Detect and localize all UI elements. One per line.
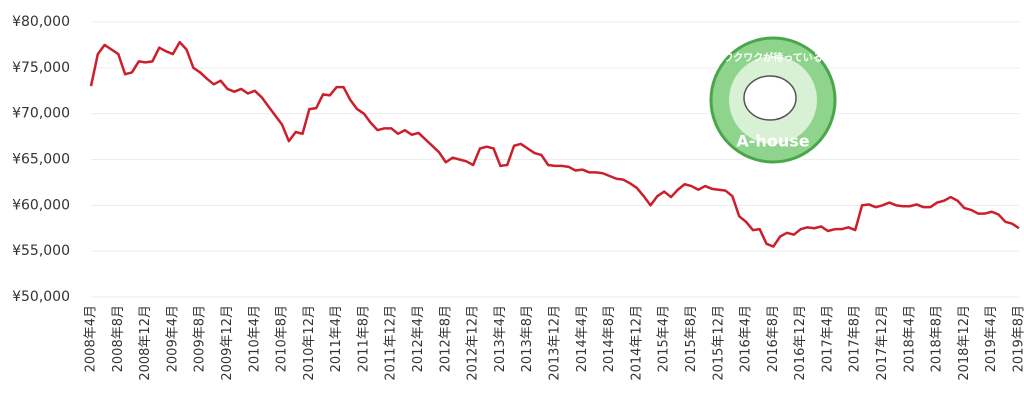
- x-tick-label: 2009年12月: [220, 305, 235, 381]
- x-tick-label: 2011年8月: [356, 305, 371, 372]
- x-tick-label: 2019年4月: [984, 305, 999, 372]
- x-tick-label: 2018年8月: [930, 305, 945, 372]
- logo-cat: [743, 75, 797, 121]
- y-tick-label: ¥75,000: [12, 60, 70, 76]
- x-tick-label: 2017年8月: [848, 305, 863, 372]
- y-tick-label: ¥50,000: [12, 289, 70, 305]
- x-tick-label: 2011年4月: [329, 305, 344, 372]
- x-tick-label: 2009年8月: [193, 305, 208, 372]
- x-tick-label: 2012年12月: [466, 305, 481, 381]
- grid: [91, 21, 1019, 298]
- x-tick-label: 2016年8月: [766, 305, 781, 372]
- x-tick-label: 2018年12月: [957, 305, 972, 381]
- x-tick-label: 2015年8月: [684, 305, 699, 372]
- y-tick-label: ¥55,000: [12, 243, 70, 259]
- x-tick-label: 2017年12月: [875, 305, 890, 381]
- x-tick-label: 2008年12月: [138, 305, 153, 381]
- line: [89, 40, 1020, 248]
- logo: ワクワクが待っている A-house: [707, 34, 839, 166]
- x-tick-label: 2012年4月: [411, 305, 426, 372]
- x-tick-label: 2018年4月: [902, 305, 917, 372]
- x-tick-label: 2014年12月: [629, 305, 644, 381]
- x-tick-label: 2019年8月: [1012, 305, 1024, 372]
- x-tick-label: 2016年4月: [739, 305, 754, 372]
- x-tick-label: 2008年8月: [111, 305, 126, 372]
- x-tick-label: 2009年4月: [165, 305, 180, 372]
- x-tick-label: 2013年12月: [548, 305, 563, 381]
- x-tick-label: 2008年4月: [84, 305, 99, 372]
- x-tick-label: 2015年4月: [657, 305, 672, 372]
- logo-bottom-text: A-house: [736, 132, 809, 151]
- x-tick-label: 2013年8月: [520, 305, 535, 372]
- y-tick-label: ¥60,000: [12, 197, 70, 213]
- x-tick-label: 2017年4月: [820, 305, 835, 372]
- x-tick-label: 2013年4月: [493, 305, 508, 372]
- y-tick-label: ¥65,000: [12, 152, 70, 168]
- y-tick-label: ¥80,000: [12, 14, 70, 30]
- x-tick-label: 2010年4月: [247, 305, 262, 372]
- x-tick-label: 2011年12月: [384, 305, 399, 381]
- x-tick-label: 2010年12月: [302, 305, 317, 381]
- x-tick-label: 2015年12月: [711, 305, 726, 381]
- x-tick-label: 2012年8月: [438, 305, 453, 372]
- x-tick-label: 2014年4月: [575, 305, 590, 372]
- x-tick-label: 2010年8月: [275, 305, 290, 372]
- x-tick-label: 2016年12月: [793, 305, 808, 381]
- y-tick-label: ¥70,000: [12, 106, 70, 122]
- x-tick-label: 2014年8月: [602, 305, 617, 372]
- logo-top-text: ワクワクが待っている: [723, 51, 823, 64]
